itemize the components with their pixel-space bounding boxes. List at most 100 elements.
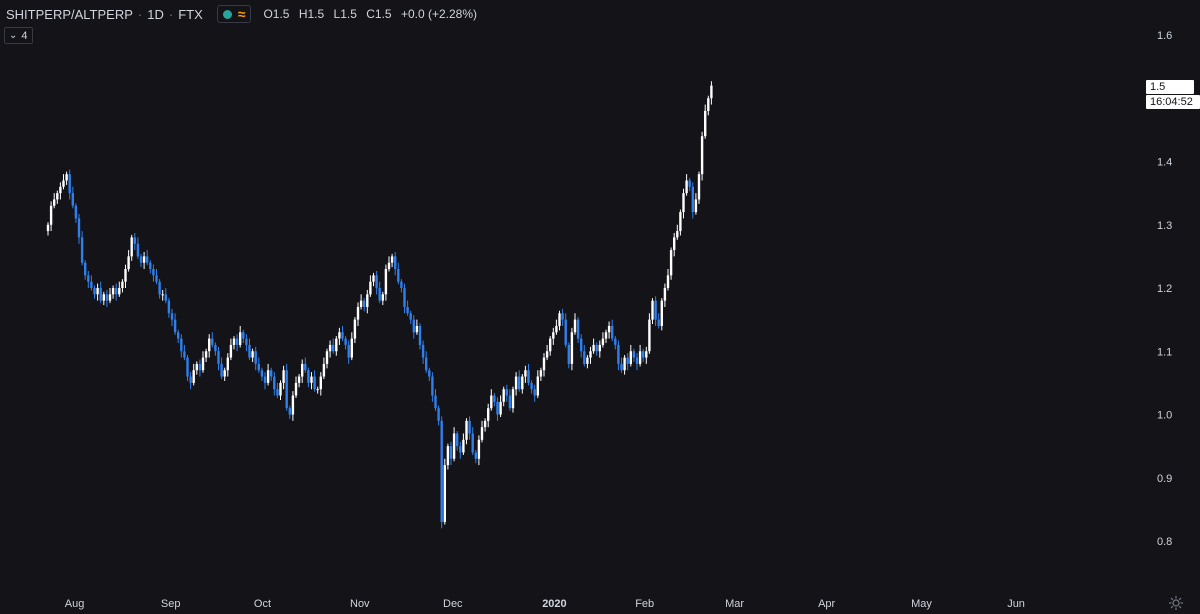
candle-down[interactable]: [105, 294, 109, 301]
candle-down[interactable]: [273, 376, 276, 390]
candle-down[interactable]: [468, 420, 471, 434]
candle-up[interactable]: [279, 382, 282, 396]
candle-down[interactable]: [93, 288, 96, 295]
candle-up[interactable]: [490, 395, 493, 409]
candle-up[interactable]: [700, 136, 704, 175]
candle-up[interactable]: [208, 338, 211, 352]
candle-down[interactable]: [270, 370, 273, 377]
candle-down[interactable]: [180, 338, 183, 352]
candle-up[interactable]: [49, 205, 53, 225]
candle-up[interactable]: [545, 351, 549, 358]
candle-down[interactable]: [133, 237, 136, 244]
candle-up[interactable]: [62, 180, 65, 187]
candle-down[interactable]: [341, 332, 344, 339]
candle-up[interactable]: [539, 370, 543, 377]
candle-up[interactable]: [59, 186, 62, 194]
candle-up[interactable]: [387, 262, 391, 270]
candle-down[interactable]: [87, 275, 90, 282]
candle-up[interactable]: [669, 250, 673, 276]
candle-down[interactable]: [344, 338, 347, 345]
candle-up[interactable]: [390, 256, 394, 263]
candle-up[interactable]: [111, 288, 115, 295]
candle-down[interactable]: [449, 446, 453, 459]
candle-down[interactable]: [214, 344, 217, 352]
candle-up[interactable]: [369, 281, 372, 295]
candle-down[interactable]: [688, 180, 691, 187]
candle-down[interactable]: [595, 344, 598, 352]
candle-up[interactable]: [282, 370, 285, 383]
candle-down[interactable]: [642, 351, 645, 358]
candle-up[interactable]: [46, 224, 50, 232]
candle-up[interactable]: [558, 313, 561, 326]
candle-down[interactable]: [397, 269, 400, 282]
candle-up[interactable]: [477, 439, 481, 459]
candle-down[interactable]: [99, 288, 102, 301]
symbol-name[interactable]: SHITPERP/ALTPERP: [6, 6, 133, 22]
candle-up[interactable]: [118, 288, 121, 295]
candle-up[interactable]: [487, 408, 490, 421]
candle-up[interactable]: [694, 199, 698, 213]
candle-up[interactable]: [310, 376, 313, 383]
candle-up[interactable]: [124, 269, 127, 282]
candle-down[interactable]: [158, 281, 161, 295]
candle-down[interactable]: [80, 237, 84, 263]
candle-up[interactable]: [511, 389, 515, 409]
candle-up[interactable]: [142, 256, 146, 263]
candle-up[interactable]: [676, 231, 679, 238]
candle-down[interactable]: [71, 193, 74, 206]
indicators-toggle-button[interactable]: ⌄ 4: [4, 27, 33, 44]
candle-down[interactable]: [177, 332, 180, 339]
candle-up[interactable]: [524, 370, 527, 377]
candle-up[interactable]: [356, 306, 360, 320]
candle-down[interactable]: [173, 319, 177, 333]
candle-down[interactable]: [235, 338, 239, 345]
candle-down[interactable]: [654, 300, 657, 320]
candle-up[interactable]: [366, 294, 369, 307]
candle-down[interactable]: [394, 256, 397, 270]
candle-up[interactable]: [592, 344, 595, 352]
candle-up[interactable]: [353, 319, 357, 339]
candle-up[interactable]: [604, 332, 608, 339]
candle-down[interactable]: [136, 243, 140, 257]
candle-up[interactable]: [601, 338, 605, 345]
candle-up[interactable]: [666, 275, 670, 288]
candle-up[interactable]: [266, 370, 270, 383]
candle-down[interactable]: [505, 389, 508, 396]
candle-up[interactable]: [226, 357, 229, 371]
candle-down[interactable]: [620, 363, 623, 371]
candle-down[interactable]: [657, 319, 660, 326]
candle-up[interactable]: [663, 288, 667, 301]
candle-down[interactable]: [90, 281, 93, 288]
candle-down[interactable]: [580, 338, 583, 352]
candle-up[interactable]: [65, 174, 68, 181]
candle-down[interactable]: [508, 395, 512, 409]
candle-down[interactable]: [691, 186, 694, 213]
candle-up[interactable]: [121, 281, 124, 288]
candle-up[interactable]: [542, 357, 546, 371]
interval-label[interactable]: 1D: [147, 6, 164, 22]
candle-down[interactable]: [304, 363, 307, 371]
candle-up[interactable]: [335, 338, 338, 352]
candle-up[interactable]: [536, 376, 539, 396]
candle-up[interactable]: [682, 193, 685, 213]
candle-down[interactable]: [288, 408, 291, 415]
candle-up[interactable]: [96, 288, 99, 295]
candle-down[interactable]: [474, 452, 477, 459]
candle-down[interactable]: [248, 344, 251, 358]
candle-up[interactable]: [350, 338, 353, 358]
candle-down[interactable]: [155, 275, 158, 282]
status-badges[interactable]: ≈: [216, 5, 252, 23]
candle-down[interactable]: [403, 288, 406, 307]
candle-up[interactable]: [316, 389, 319, 391]
candle-up[interactable]: [239, 332, 242, 345]
candle-down[interactable]: [527, 370, 530, 383]
candle-up[interactable]: [707, 98, 710, 111]
candle-up[interactable]: [648, 319, 651, 352]
candle-up[interactable]: [446, 446, 450, 466]
candle-down[interactable]: [183, 351, 186, 358]
candle-down[interactable]: [614, 338, 617, 345]
candle-up[interactable]: [552, 332, 555, 339]
candle-down[interactable]: [375, 275, 378, 288]
candle-up[interactable]: [465, 420, 468, 440]
